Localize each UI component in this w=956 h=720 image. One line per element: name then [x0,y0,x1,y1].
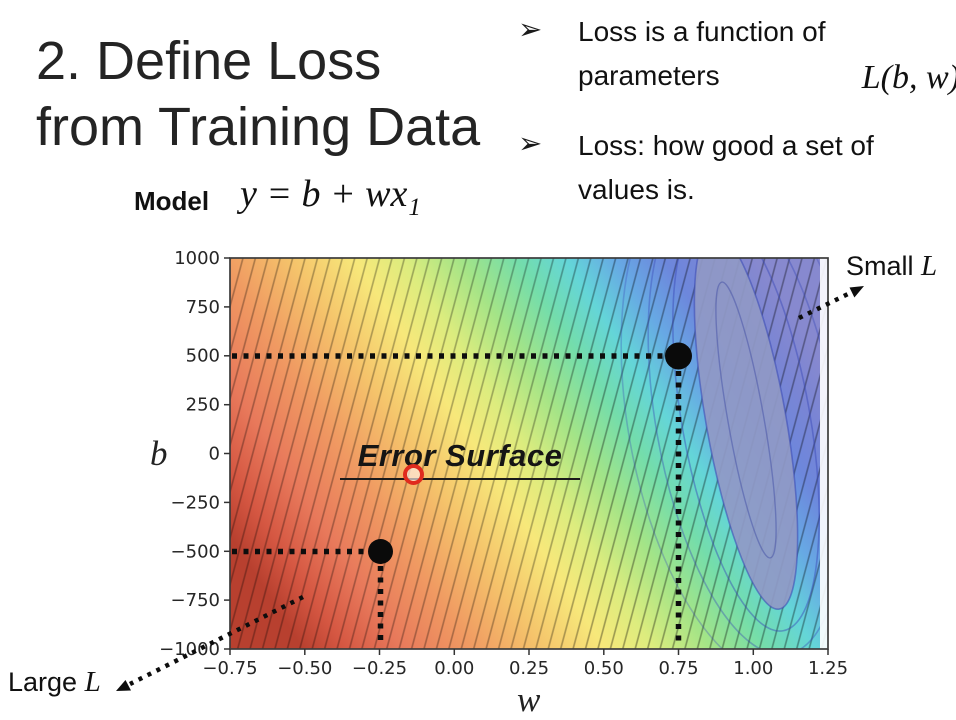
x-axis-tick-label: 0.75 [658,658,698,679]
small-loss-math-L: L [921,250,938,282]
x-axis-tick-label: −0.50 [277,658,332,679]
loss-function-equation: L(b, w) [861,59,956,96]
bullet-line-1: Loss: how good a set of [578,130,874,161]
y-axis-tick-label: 750 [186,297,220,318]
bullet-item-loss-function: ➢ Loss is a function of parameters L(b, … [518,10,956,98]
loss-point-marker-large-loss [368,539,393,564]
loss-minimum-contours [620,258,828,649]
loss-point-marker-small-loss [665,342,692,370]
contour-plot [229,257,829,650]
large-loss-math-L: L [84,666,101,698]
x-axis-tick-label: 1.25 [808,658,848,679]
y-axis-tick-label: −750 [171,590,220,611]
dotted-guide-lines [232,353,682,646]
axis-tick-marks [224,257,829,655]
x-axis-tick-label: 0.25 [509,658,549,679]
y-axis-tick-label: 0 [209,444,220,465]
x-axis-tick-label: −0.25 [352,658,407,679]
bullet-line-1: Loss is a function of [578,16,826,47]
model-label: Model [134,186,210,216]
y-axis-tick-label: −250 [171,493,220,514]
arrowhead-bullet-icon: ➢ [518,128,543,160]
bullet-text: Loss: how good a set of values is. [578,124,956,212]
model-equation-main: y = b + wx [240,173,408,215]
red-ring-marker [403,464,424,485]
bullet-line-2: parameters [578,60,720,91]
x-axis-tick-label: 0.00 [434,658,474,679]
y-axis-tick-labels: 1000 750 500 250 0 −250 −500 −750 −1000 [159,248,220,660]
bullet-line-2: values is. [578,174,695,205]
bullet-list: ➢ Loss is a function of parameters L(b, … [518,10,956,238]
x-axis-label: w [517,680,541,719]
x-axis-tick-labels: −0.75 −0.50 −0.25 0.00 0.25 0.50 0.75 1.… [202,658,848,679]
large-loss-arrow [116,594,305,691]
large-loss-annotation: Large L [8,666,101,699]
plot-right-white-sliver [820,258,828,649]
y-axis-label: b [150,434,168,473]
y-axis-tick-label: 500 [186,346,220,367]
error-surface-annotation: Error Surface [340,438,580,480]
y-axis-tick-label: 250 [186,395,220,416]
x-axis-tick-label: −0.75 [202,658,257,679]
small-loss-annotation: Small L [846,250,937,283]
title-line-1: 2. Define Loss [36,31,382,91]
page-title: 2. Define Loss from Training Data [36,28,480,160]
x-axis-tick-label: 1.00 [733,658,773,679]
y-axis-tick-label: −500 [171,542,220,563]
title-line-2: from Training Data [36,97,481,157]
x-axis-tick-label: 0.50 [584,658,624,679]
model-equation-subscript: 1 [408,194,421,221]
model-equation: y = b + wx1 [240,172,421,221]
large-loss-text: Large [8,667,85,697]
small-loss-text: Small [846,251,922,281]
small-loss-arrow [798,286,864,321]
bullet-item-loss-meaning: ➢ Loss: how good a set of values is. [518,124,956,212]
arrowhead-bullet-icon: ➢ [518,14,543,46]
y-axis-tick-label: −1000 [159,639,220,660]
y-axis-tick-label: 1000 [174,248,220,269]
bullet-text: Loss is a function of parameters L(b, w) [578,10,956,98]
